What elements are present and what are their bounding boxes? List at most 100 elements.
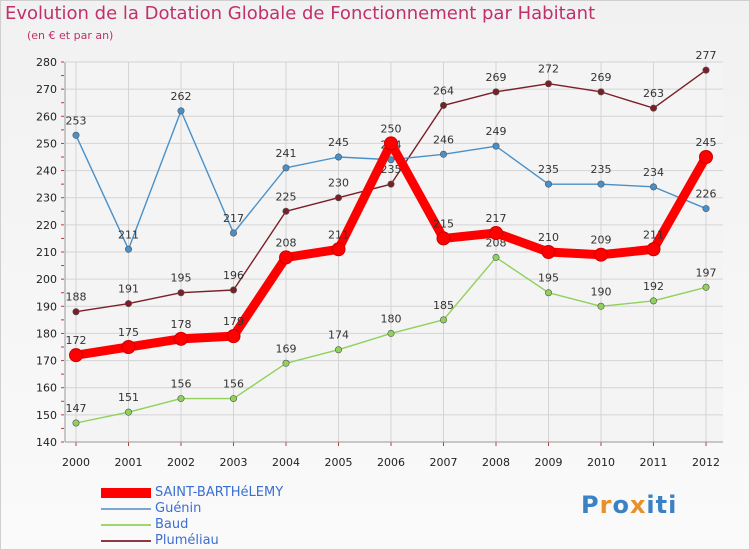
y-tick-label: 240: [36, 165, 57, 178]
legend-swatch: [101, 488, 151, 498]
y-tick-label: 140: [36, 436, 57, 449]
data-point: [544, 180, 552, 188]
data-label: 215: [433, 217, 454, 230]
y-tick-label: 160: [36, 382, 57, 395]
legend-label: SAINT-BARTHéLEMY: [155, 485, 284, 500]
data-label: 263: [643, 87, 664, 100]
y-tick-label: 270: [36, 83, 57, 96]
proxiti-logo: Proxiti: [581, 491, 677, 519]
logo-letter: i: [668, 491, 678, 519]
y-tick-label: 260: [36, 110, 57, 123]
data-point: [492, 88, 500, 96]
legend-label: Baud: [155, 517, 189, 532]
legend-swatch: [101, 508, 151, 510]
y-tick-label: 220: [36, 219, 57, 232]
data-label: 156: [171, 378, 192, 391]
data-point: [597, 88, 605, 96]
data-point: [439, 150, 447, 158]
data-label: 174: [328, 329, 349, 342]
y-tick-label: 280: [36, 56, 57, 69]
data-label: 185: [433, 299, 454, 312]
data-label: 253: [66, 114, 87, 127]
legend-swatch: [101, 524, 151, 526]
x-tick-label: 2012: [692, 456, 720, 469]
data-label: 210: [538, 231, 559, 244]
x-tick-label: 2005: [325, 456, 353, 469]
data-point: [439, 101, 447, 109]
data-point: [334, 153, 342, 161]
data-point: [230, 229, 238, 237]
data-point: [72, 308, 80, 316]
data-point: [436, 231, 451, 246]
data-point: [230, 286, 238, 294]
data-point: [125, 300, 133, 308]
logo-letter: o: [612, 491, 630, 519]
data-label: 250: [381, 122, 402, 135]
y-tick-label: 180: [36, 327, 57, 340]
data-label: 195: [538, 272, 559, 285]
data-point: [72, 419, 80, 427]
data-label: 180: [381, 312, 402, 325]
data-point: [646, 242, 661, 257]
x-tick-label: 2006: [377, 456, 405, 469]
data-label: 226: [696, 188, 717, 201]
data-label: 225: [276, 190, 297, 203]
data-label: 249: [486, 125, 507, 138]
data-point: [177, 395, 185, 403]
data-point: [282, 164, 290, 172]
data-label: 262: [171, 90, 192, 103]
x-tick-label: 2007: [430, 456, 458, 469]
logo-letter: t: [655, 491, 669, 519]
x-tick-label: 2002: [167, 456, 195, 469]
data-label: 190: [591, 285, 612, 298]
data-point: [649, 297, 657, 305]
data-label: 269: [486, 71, 507, 84]
y-tick-label: 230: [36, 192, 57, 205]
data-label: 179: [223, 315, 244, 328]
data-point: [702, 283, 710, 291]
data-point: [282, 207, 290, 215]
data-point: [544, 80, 552, 88]
data-point: [387, 329, 395, 337]
y-tick-label: 250: [36, 137, 57, 150]
data-point: [72, 131, 80, 139]
data-point: [541, 245, 556, 259]
data-point: [69, 348, 83, 363]
data-label: 209: [591, 234, 612, 247]
logo-letter: i: [646, 491, 656, 519]
x-tick-label: 2011: [640, 456, 668, 469]
data-point: [439, 316, 447, 324]
data-label: 169: [276, 342, 297, 355]
data-point: [125, 245, 133, 253]
x-tick-label: 2004: [272, 456, 300, 469]
data-label: 156: [223, 378, 244, 391]
data-point: [649, 183, 657, 191]
data-label: 172: [66, 334, 87, 347]
data-label: 235: [538, 163, 559, 176]
data-point: [597, 302, 605, 310]
y-tick-label: 170: [36, 355, 57, 368]
data-label: 269: [591, 71, 612, 84]
data-point: [492, 142, 500, 150]
data-point: [177, 289, 185, 297]
data-label: 211: [118, 228, 139, 241]
data-label: 147: [66, 402, 87, 415]
legend-label: Guénin: [155, 501, 202, 516]
data-point: [230, 395, 238, 403]
data-point: [699, 150, 713, 164]
data-point: [226, 329, 241, 344]
data-label: 192: [643, 280, 664, 293]
data-point: [334, 194, 342, 202]
y-tick-label: 210: [36, 246, 57, 259]
data-label: 188: [66, 291, 87, 304]
data-point: [331, 242, 346, 257]
data-label: 196: [223, 269, 244, 282]
data-label: 217: [223, 212, 244, 225]
data-label: 211: [643, 228, 664, 241]
data-point: [384, 136, 398, 151]
data-point: [387, 180, 395, 188]
data-label: 272: [538, 63, 559, 76]
logo-letter: P: [581, 491, 600, 519]
